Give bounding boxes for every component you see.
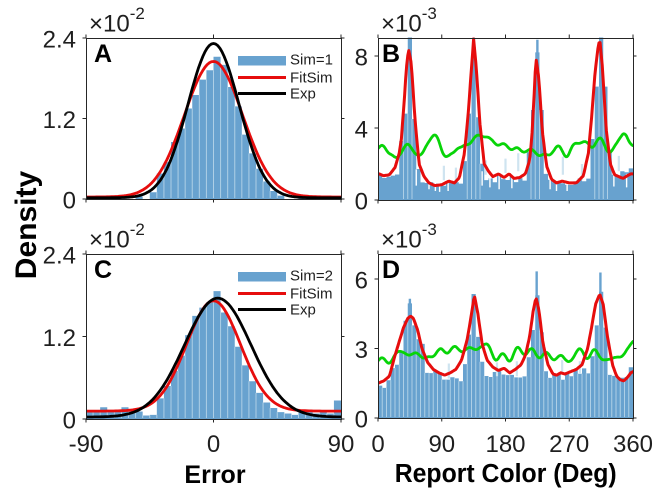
- svg-text:FitSim: FitSim: [290, 70, 333, 87]
- svg-text:3: 3: [355, 337, 368, 364]
- svg-text:90: 90: [428, 431, 455, 458]
- svg-text:180: 180: [485, 431, 525, 458]
- svg-text:4: 4: [355, 117, 368, 144]
- svg-text:Report Color (Deg): Report Color (Deg): [395, 460, 617, 488]
- svg-text:0: 0: [355, 189, 368, 216]
- svg-text:8: 8: [355, 45, 368, 72]
- svg-text:-90: -90: [69, 431, 104, 458]
- svg-text:2.4: 2.4: [43, 243, 76, 270]
- svg-text:0: 0: [63, 408, 76, 435]
- svg-text:Exp: Exp: [290, 86, 316, 103]
- svg-text:270: 270: [549, 431, 589, 458]
- svg-text:0: 0: [207, 431, 220, 458]
- svg-text:360: 360: [613, 431, 653, 458]
- svg-text:B: B: [382, 40, 400, 68]
- svg-text:C: C: [94, 256, 112, 284]
- svg-text:0: 0: [371, 431, 384, 458]
- svg-text:Error: Error: [184, 461, 245, 489]
- svg-text:0: 0: [63, 188, 76, 215]
- svg-text:Sim=1: Sim=1: [290, 52, 333, 69]
- svg-text:1.2: 1.2: [43, 325, 76, 352]
- svg-text:Sim=2: Sim=2: [290, 268, 333, 285]
- svg-text:D: D: [382, 256, 400, 284]
- svg-text:Exp: Exp: [290, 302, 316, 319]
- svg-text:Density: Density: [10, 171, 43, 280]
- svg-text:1.2: 1.2: [43, 107, 76, 134]
- svg-text:90: 90: [328, 431, 355, 458]
- svg-text:6: 6: [355, 268, 368, 295]
- svg-text:A: A: [94, 40, 112, 68]
- svg-text:0: 0: [355, 407, 368, 434]
- svg-text:×10-2: ×10-2: [89, 220, 145, 254]
- svg-text:FitSim: FitSim: [290, 286, 333, 303]
- svg-text:2.4: 2.4: [43, 27, 76, 54]
